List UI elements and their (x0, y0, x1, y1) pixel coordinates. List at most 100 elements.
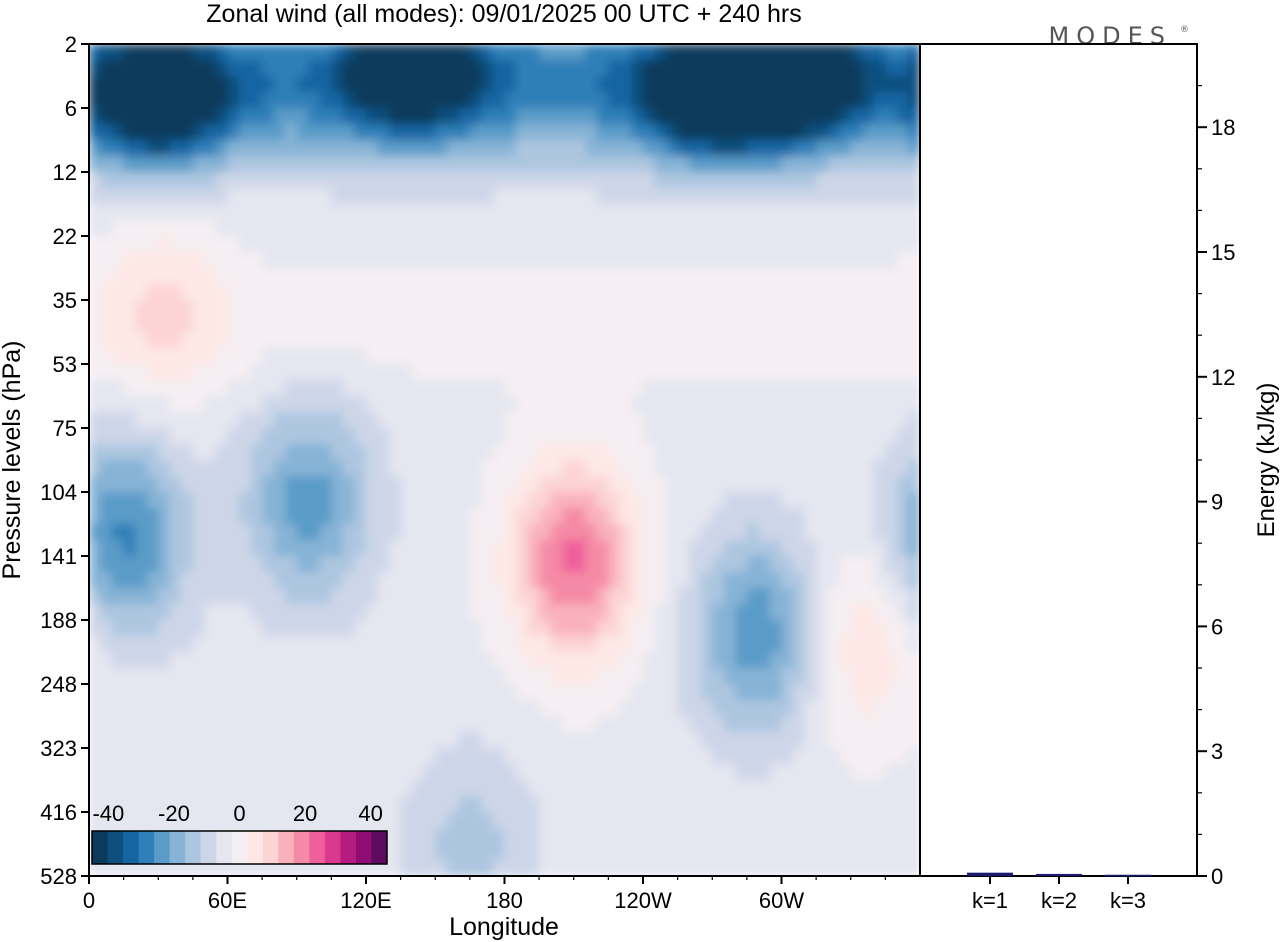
heatmap-cell (619, 492, 633, 509)
heatmap-cell (654, 732, 667, 749)
heatmap-cell (908, 588, 920, 605)
heatmap-cell (285, 540, 298, 557)
heatmap-cell (366, 204, 379, 221)
heatmap-cell (227, 252, 240, 269)
heatmap-cell (562, 732, 575, 749)
heatmap-cell (862, 716, 875, 733)
heatmap-cell (573, 172, 586, 189)
heatmap-cell (112, 492, 125, 509)
heatmap-cell (839, 284, 852, 301)
heatmap-cell (273, 764, 286, 781)
heatmap-cell (319, 636, 332, 653)
heatmap-cell (677, 668, 690, 685)
heatmap-cell (250, 460, 263, 477)
heatmap-cell (100, 412, 113, 429)
heatmap-cell (123, 220, 136, 237)
heatmap-cell (631, 204, 644, 221)
heatmap-cell (619, 220, 633, 237)
heatmap-cell (504, 380, 517, 397)
heatmap-cell (723, 396, 736, 413)
heatmap-cell (250, 92, 263, 109)
heatmap-cell (746, 300, 760, 317)
heatmap-cell (793, 524, 806, 541)
heatmap-cell (862, 588, 875, 605)
heatmap-cell (135, 156, 148, 173)
heatmap-cell (215, 188, 229, 205)
heatmap-cell (781, 268, 794, 285)
heatmap-cell (677, 476, 690, 493)
heatmap-cell (412, 316, 425, 333)
heatmap-cell (573, 204, 586, 221)
heatmap-cell (781, 844, 794, 861)
heatmap-cell (308, 604, 321, 621)
heatmap-cell (227, 508, 240, 525)
heatmap-cell (896, 524, 910, 541)
heatmap-cell (123, 732, 136, 749)
heatmap-cell (389, 668, 402, 685)
heatmap-cell (677, 204, 690, 221)
heatmap-cell (827, 172, 840, 189)
heatmap-cell (769, 668, 783, 685)
heatmap-cell (135, 236, 148, 253)
heatmap-cell (100, 60, 113, 77)
heatmap-cell (273, 364, 286, 381)
heatmap-cell (400, 284, 413, 301)
heatmap-cell (539, 812, 552, 829)
heatmap-cell (435, 684, 448, 701)
heatmap-cell (112, 140, 125, 157)
heatmap-cell (354, 812, 367, 829)
heatmap-cell (781, 828, 794, 845)
heatmap-cell (377, 188, 390, 205)
heatmap-cell (262, 748, 275, 765)
heatmap-cell (169, 428, 182, 445)
heatmap-cell (746, 124, 760, 141)
heatmap-cell (746, 668, 760, 685)
heatmap-cell (389, 636, 402, 653)
heatmap-cell (435, 492, 448, 509)
heatmap-cell (296, 588, 309, 605)
heatmap-cell (804, 604, 817, 621)
heatmap-cell (135, 604, 148, 621)
heatmap-cell (89, 188, 102, 205)
heatmap-cell (516, 60, 529, 77)
heatmap-cell (158, 124, 171, 141)
heatmap-cell (689, 348, 702, 365)
heatmap-cell (250, 716, 263, 733)
heatmap-cell (400, 444, 413, 461)
heatmap-cell (112, 348, 125, 365)
heatmap-cell (331, 700, 344, 717)
heatmap-cell (573, 380, 586, 397)
heatmap-cell (250, 812, 263, 829)
heatmap-cell (746, 524, 760, 541)
heatmap-cell (596, 812, 609, 829)
heatmap-cell (550, 620, 563, 637)
heatmap-cell (839, 92, 852, 109)
heatmap-cell (816, 348, 829, 365)
heatmap-cell (712, 396, 725, 413)
heatmap-cell (573, 492, 586, 509)
heatmap-cell (285, 620, 298, 637)
heatmap-cell (273, 652, 286, 669)
heatmap-cell (816, 812, 829, 829)
heatmap-cell (850, 540, 863, 557)
heatmap-cell (181, 268, 194, 285)
heatmap-cell (239, 220, 252, 237)
heatmap-cell (781, 748, 794, 765)
heatmap-cell (296, 332, 309, 349)
heatmap-cell (273, 732, 286, 749)
heatmap-cell (262, 396, 275, 413)
heatmap-cell (666, 668, 679, 685)
heatmap-cell (908, 668, 920, 685)
heatmap-cell (619, 668, 633, 685)
heatmap-cell (192, 188, 206, 205)
heatmap-cell (492, 524, 506, 541)
heatmap-cell (458, 828, 471, 845)
heatmap-cell (758, 236, 771, 253)
heatmap-cell (250, 348, 263, 365)
heatmap-cell (643, 348, 656, 365)
heatmap-cell (169, 92, 182, 109)
heatmap-cell (631, 476, 644, 493)
heatmap-cell (804, 796, 817, 813)
heatmap-cell (400, 124, 413, 141)
